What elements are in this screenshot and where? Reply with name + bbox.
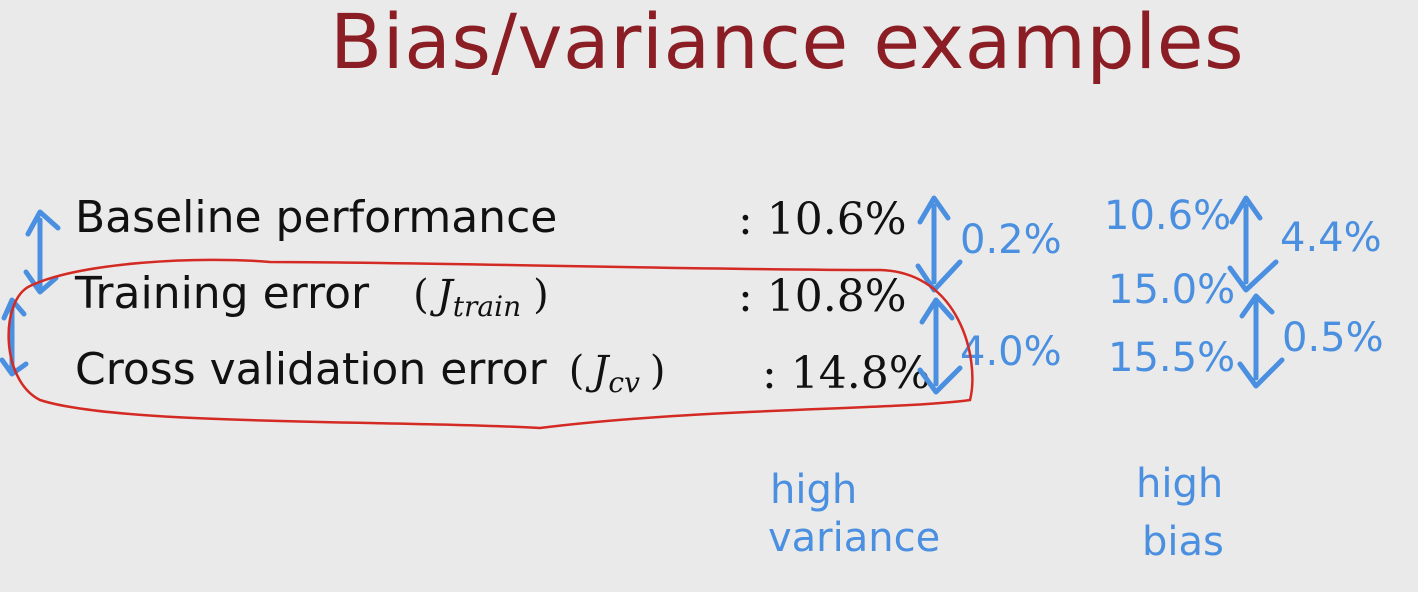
ex1-label-line1: high [770,467,858,513]
j-train-symbol: Jtrain [436,272,522,323]
training-label-text: Training error [75,268,370,319]
close-paren: ) [649,348,666,394]
row-baseline-label: Baseline performance [75,196,557,240]
ex1-label-line2: variance [768,515,941,561]
row-cv-value: : 14.8% [762,348,931,399]
left-double-arrow-bottom [0,297,29,377]
red-circle-highlight [7,258,974,430]
ex2-label-line2: bias [1142,519,1224,565]
j-cv-symbol: Jcv [592,348,640,399]
ex2-value-3: 15.5% [1108,335,1236,381]
ex2-value-1: 10.6% [1104,193,1232,239]
ex2-arrow-top [1227,195,1279,293]
open-paren: ( [413,272,429,318]
ex2-arrow-bottom [1237,293,1285,389]
ex2-label-line1: high [1136,461,1224,507]
baseline-label-text: Baseline performance [75,192,558,243]
slide-title: Bias/variance examples [330,0,1245,86]
ex1-arrow-top [915,195,963,293]
ex2-gap-bottom: 0.5% [1282,315,1384,361]
ex2-value-2: 15.0% [1108,267,1236,313]
left-double-arrow-top [23,209,61,295]
ex1-arrow-bottom [917,297,963,395]
open-paren: ( [568,348,585,394]
ex1-gap-bottom: 4.0% [960,329,1062,375]
row-cv-label: Cross validation error (Jcv) [75,348,666,397]
row-training-label: Training error (Jtrain) [75,272,549,321]
row-training-value: : 10.8% [738,271,907,322]
cv-label-text: Cross validation error [75,344,547,395]
ex2-gap-top: 4.4% [1280,215,1382,261]
row-baseline-value: : 10.6% [738,194,907,245]
close-paren: ) [533,272,549,318]
ex1-gap-top: 0.2% [960,217,1062,263]
